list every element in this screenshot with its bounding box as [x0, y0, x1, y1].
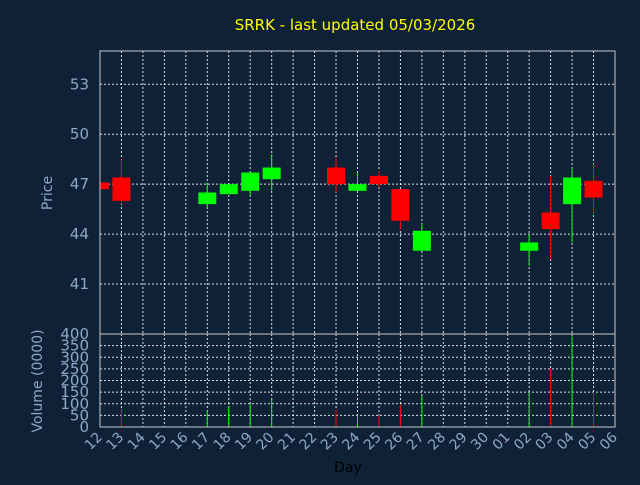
- candle-body: [412, 230, 431, 251]
- candle-body: [327, 167, 346, 185]
- candle-body: [391, 189, 410, 221]
- candle-body: [198, 192, 217, 205]
- candle-body: [563, 177, 582, 205]
- x-tick-label: 18: [211, 430, 235, 454]
- price-axis-label: Price: [40, 176, 56, 210]
- candle-body: [100, 182, 109, 190]
- x-tick-label: 02: [511, 430, 535, 454]
- candle-body: [112, 177, 131, 201]
- x-tick-label: 17: [189, 430, 213, 454]
- price-tick-label: 44: [70, 225, 89, 243]
- volume-tick-label: 150: [60, 383, 89, 401]
- volume-axis-label: Volume (0000): [30, 329, 46, 432]
- x-tick-label: 23: [318, 430, 342, 454]
- volume-panel-frame: [99, 333, 616, 428]
- price-tick-label: 53: [70, 75, 89, 93]
- price-tick-label: 41: [70, 275, 89, 293]
- x-tick-label: 15: [146, 430, 170, 454]
- x-tick-label: 05: [575, 430, 599, 454]
- volume-tick-label: 0: [79, 418, 89, 436]
- candle-body: [348, 184, 367, 191]
- candle-body: [219, 184, 238, 195]
- volume-tick-label: 200: [60, 372, 89, 390]
- candle-body: [584, 180, 603, 198]
- x-tick-label: 25: [361, 430, 385, 454]
- x-tick-label: 20: [254, 430, 278, 454]
- x-tick-label: 14: [125, 429, 149, 453]
- x-tick-label: 30: [468, 430, 492, 454]
- x-tick-label: 22: [296, 430, 320, 454]
- x-tick-label: 13: [103, 430, 127, 454]
- x-tick-label: 03: [533, 430, 557, 454]
- candle-body: [520, 242, 539, 251]
- candle-body: [541, 212, 560, 230]
- chart-title: SRRK - last updated 05/03/2026: [235, 16, 476, 34]
- volume-tick-label: 350: [60, 337, 89, 355]
- volume-tick-label: 250: [60, 360, 89, 378]
- volume-tick-label: 300: [60, 348, 89, 366]
- x-tick-label: 26: [382, 429, 406, 453]
- x-tick-label: 27: [404, 430, 428, 454]
- x-tick-label: 01: [490, 430, 514, 454]
- x-tick-label: 24: [339, 429, 363, 453]
- volume-tick-label: 100: [60, 395, 89, 413]
- candle-body: [262, 167, 281, 180]
- candle-body: [369, 175, 388, 185]
- price-tick-label: 50: [70, 125, 89, 143]
- x-axis-label: Day: [334, 460, 362, 476]
- x-tick-label: 16: [168, 429, 192, 453]
- x-tick-label: 06: [597, 429, 621, 453]
- x-tick-label: 04: [554, 429, 578, 453]
- volume-tick-label: 400: [60, 325, 89, 343]
- price-tick-label: 47: [70, 175, 89, 193]
- volume-tick-label: 50: [70, 406, 89, 424]
- x-tick-label: 28: [425, 430, 449, 454]
- candle-body: [241, 172, 260, 191]
- x-tick-label: 19: [232, 430, 256, 454]
- x-tick-label: 21: [275, 430, 299, 454]
- x-tick-label: 29: [447, 430, 471, 454]
